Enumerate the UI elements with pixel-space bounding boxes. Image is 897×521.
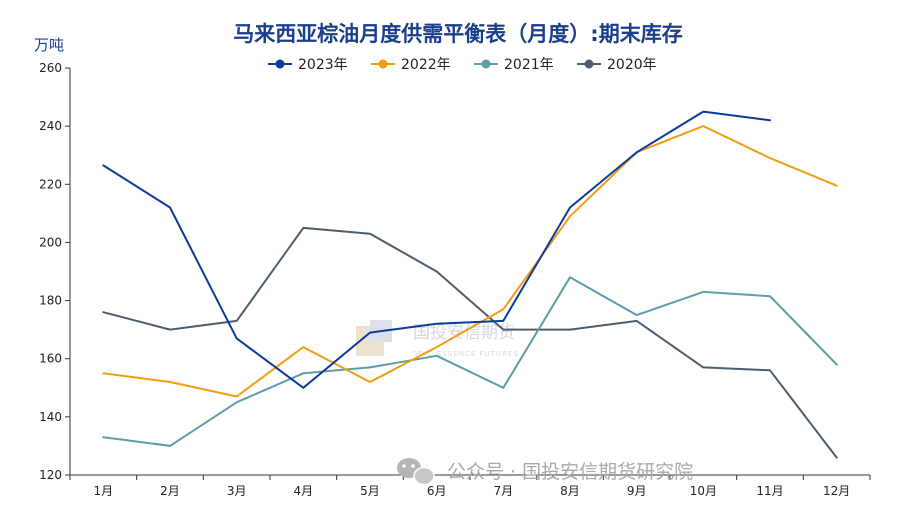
watermark-bottom-text: 公众号 · 国投安信期货研究院 xyxy=(447,461,693,483)
x-tick-label: 9月 xyxy=(627,484,647,498)
legend-swatch-marker xyxy=(584,59,594,69)
series-layer xyxy=(102,110,838,459)
x-tick-label: 11月 xyxy=(756,484,783,498)
y-tick-label: 240 xyxy=(39,119,62,133)
x-tick-label: 10月 xyxy=(690,484,717,498)
series-line xyxy=(102,110,771,389)
x-tick-label: 5月 xyxy=(360,484,380,498)
y-tick-label: 140 xyxy=(39,410,62,424)
legend-label: 2023年 xyxy=(298,57,348,73)
legend-swatch-marker xyxy=(481,59,491,69)
y-tick-label: 220 xyxy=(39,177,62,191)
x-tick-label: 2月 xyxy=(160,484,180,498)
y-tick-label: 120 xyxy=(39,468,62,482)
series-line xyxy=(102,226,838,459)
center-watermark: 国投安信期货 SDIC ESSENCE FUTURES xyxy=(356,320,519,358)
watermark-center-cn: 国投安信期货 xyxy=(413,323,515,343)
x-tick-label: 4月 xyxy=(294,484,314,498)
y-axis-unit: 万吨 xyxy=(34,36,64,54)
bottom-watermark: 公众号 · 国投安信期货研究院 xyxy=(397,458,693,486)
x-tick-label: 12月 xyxy=(823,484,850,498)
legend-label: 2021年 xyxy=(504,57,554,73)
x-tick-label: 1月 xyxy=(94,484,114,498)
legend-label: 2020年 xyxy=(607,57,657,73)
series-line xyxy=(102,125,838,398)
x-tick-label: 8月 xyxy=(560,484,580,498)
legend: 2023年 2022年 2021年 2020年 xyxy=(268,57,657,73)
x-tick-label: 3月 xyxy=(227,484,247,498)
legend-swatch-marker xyxy=(275,59,285,69)
series-line xyxy=(102,276,838,447)
axes: 120 140 160 180 200 220 240 260 1月 2月 3月 4月 5月 6月 7月 8月… xyxy=(39,61,871,498)
chart-title: 马来西亚棕油月度供需平衡表（月度）:期末库存 xyxy=(233,22,682,46)
y-tick-label: 200 xyxy=(39,235,62,249)
wechat-icon xyxy=(397,458,435,486)
y-tick-label: 260 xyxy=(39,61,62,75)
x-tick-label: 7月 xyxy=(494,484,514,498)
x-tick-label: 6月 xyxy=(427,484,447,498)
legend-swatch-marker xyxy=(378,59,388,69)
legend-label: 2022年 xyxy=(401,57,451,73)
y-tick-label: 180 xyxy=(39,294,62,308)
watermark-center-en: SDIC ESSENCE FUTURES xyxy=(413,350,519,358)
y-tick-label: 160 xyxy=(39,352,62,366)
